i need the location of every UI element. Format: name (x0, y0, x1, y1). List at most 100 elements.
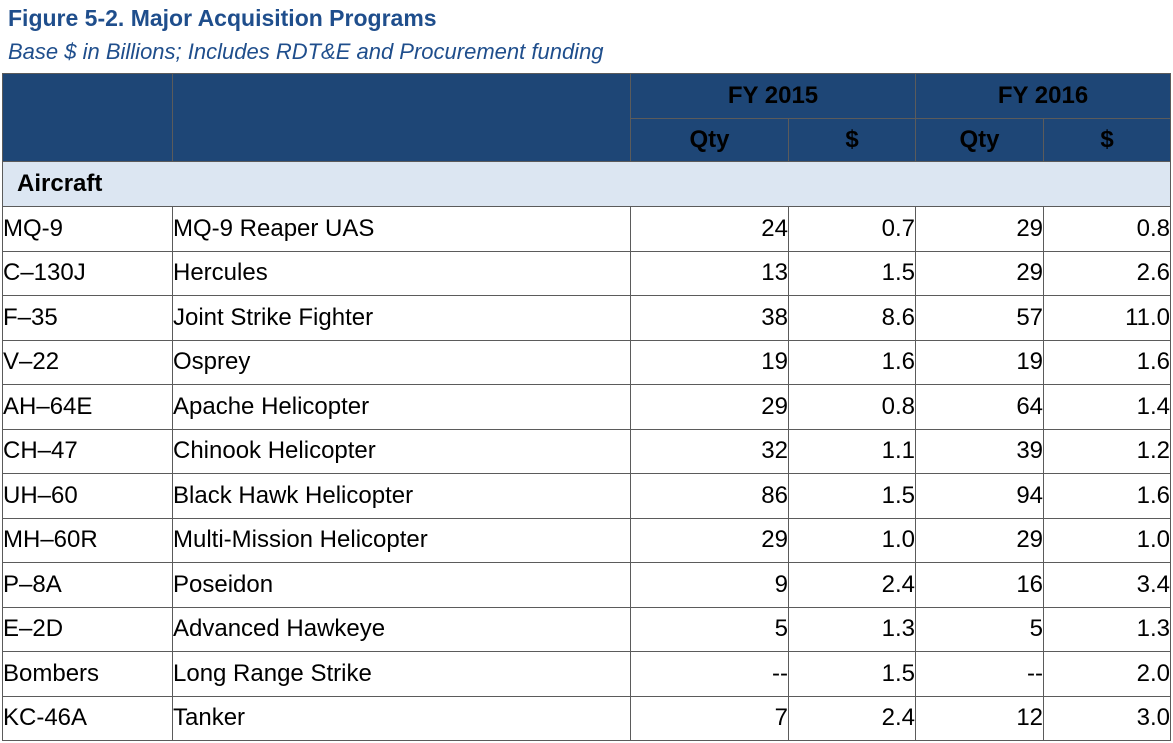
cell-fy2016-qty: -- (915, 651, 1045, 697)
table-row: F–35 Joint Strike Fighter 38 8.6 57 11.0 (2, 295, 1172, 341)
cell-program-name: Osprey (172, 339, 631, 385)
cell-code: KC-46A (2, 695, 173, 741)
cell-program-name: Advanced Hawkeye (172, 606, 631, 652)
table-row: CH–47 Chinook Helicopter 32 1.1 39 1.2 (2, 428, 1172, 474)
header-fy2016-usd: $ (1043, 118, 1172, 162)
cell-fy2015-qty: 29 (630, 384, 789, 430)
table-row: E–2D Advanced Hawkeye 5 1.3 5 1.3 (2, 606, 1172, 652)
table-row: P–8A Poseidon 9 2.4 16 3.4 (2, 562, 1172, 608)
header-row-years: FY 2015 FY 2016 (2, 73, 1172, 162)
cell-fy2015-usd: 8.6 (787, 295, 917, 341)
cell-fy2015-usd: 2.4 (787, 562, 917, 608)
figure-subtitle: Base $ in Billions; Includes RDT&E and P… (8, 39, 604, 64)
header-blank-code (2, 73, 173, 162)
table-row: C–130J Hercules 13 1.5 29 2.6 (2, 250, 1172, 296)
table-row: V–22 Osprey 19 1.6 19 1.6 (2, 339, 1172, 385)
header-row-subcolumns: Qty $ Qty $ (3, 118, 1172, 162)
cell-fy2015-usd: 1.3 (787, 606, 917, 652)
cell-fy2015-usd: 1.6 (787, 339, 917, 385)
header-fy2016-qty: Qty (915, 118, 1045, 162)
cell-fy2015-qty: 32 (630, 428, 789, 474)
cell-fy2015-usd: 0.8 (787, 384, 917, 430)
cell-fy2016-usd: 1.0 (1043, 517, 1172, 563)
figure-title: Figure 5-2. Major Acquisition Programs (8, 5, 437, 31)
cell-fy2016-qty: 57 (915, 295, 1045, 341)
cell-fy2016-usd: 1.6 (1043, 473, 1172, 519)
cell-program-name: Chinook Helicopter (172, 428, 631, 474)
section-label: Aircraft (1, 161, 1172, 207)
cell-fy2016-usd: 3.0 (1043, 695, 1172, 741)
cell-fy2016-qty: 64 (915, 384, 1045, 430)
cell-fy2015-usd: 1.5 (787, 473, 917, 519)
cell-fy2016-usd: 2.6 (1043, 250, 1172, 296)
cell-fy2015-qty: 38 (630, 295, 789, 341)
cell-fy2016-usd: 3.4 (1043, 562, 1172, 608)
header-fy2015-usd: $ (787, 118, 917, 162)
cell-fy2016-usd: 11.0 (1043, 295, 1172, 341)
cell-fy2015-qty: 5 (630, 606, 789, 652)
cell-code: MQ-9 (2, 206, 173, 252)
cell-code: CH–47 (2, 428, 173, 474)
cell-program-name: Multi-Mission Helicopter (172, 517, 631, 563)
cell-program-name: Joint Strike Fighter (172, 295, 631, 341)
cell-fy2016-usd: 0.8 (1043, 206, 1172, 252)
table-row: KC-46A Tanker 7 2.4 12 3.0 (2, 695, 1172, 741)
cell-fy2015-usd: 1.0 (787, 517, 917, 563)
table-row: UH–60 Black Hawk Helicopter 86 1.5 94 1.6 (2, 473, 1172, 519)
cell-fy2016-qty: 29 (915, 517, 1045, 563)
cell-program-name: MQ-9 Reaper UAS (172, 206, 631, 252)
cell-fy2015-usd: 0.7 (787, 206, 917, 252)
cell-fy2015-usd: 2.4 (787, 695, 917, 741)
cell-code: MH–60R (2, 517, 173, 563)
cell-fy2016-qty: 29 (915, 250, 1045, 296)
header-fy2015-qty: Qty (630, 118, 789, 162)
table-row: MH–60R Multi-Mission Helicopter 29 1.0 29 1.0 (2, 517, 1172, 563)
cell-program-name: Apache Helicopter (172, 384, 631, 430)
cell-program-name: Black Hawk Helicopter (172, 473, 631, 519)
cell-fy2015-qty: 29 (630, 517, 789, 563)
table-row: AH–64E Apache Helicopter 29 0.8 64 1.4 (2, 384, 1172, 430)
cell-program-name: Long Range Strike (172, 651, 631, 697)
cell-code: F–35 (2, 295, 173, 341)
cell-fy2016-usd: 1.6 (1043, 339, 1172, 385)
header-blank-name (172, 73, 631, 162)
cell-fy2016-qty: 29 (915, 206, 1045, 252)
cell-fy2016-qty: 19 (915, 339, 1045, 385)
acquisition-table: FY 2015 FY 2016 Qty $ Qty $ Aircraft MQ-… (1, 73, 1172, 741)
cell-code: UH–60 (2, 473, 173, 519)
cell-program-name: Hercules (172, 250, 631, 296)
cell-fy2015-qty: 9 (630, 562, 789, 608)
cell-fy2016-usd: 1.2 (1043, 428, 1172, 474)
cell-fy2015-usd: 1.5 (787, 651, 917, 697)
cell-fy2015-qty: 86 (630, 473, 789, 519)
cell-fy2016-qty: 5 (915, 606, 1045, 652)
cell-fy2016-usd: 1.3 (1043, 606, 1172, 652)
header-fy2016: FY 2016 (915, 73, 1172, 119)
cell-fy2016-usd: 2.0 (1043, 651, 1172, 697)
cell-fy2015-usd: 1.1 (787, 428, 917, 474)
table-row: Bombers Long Range Strike -- 1.5 -- 2.0 (2, 651, 1172, 697)
cell-fy2016-qty: 16 (915, 562, 1045, 608)
table-row: MQ-9 MQ-9 Reaper UAS 24 0.7 29 0.8 (2, 206, 1172, 252)
cell-fy2016-qty: 39 (915, 428, 1045, 474)
table-body: Aircraft MQ-9 MQ-9 Reaper UAS 24 0.7 29 0.8 C–… (1, 161, 1172, 741)
cell-fy2015-qty: 19 (630, 339, 789, 385)
cell-fy2015-usd: 1.5 (787, 250, 917, 296)
cell-fy2015-qty: 13 (630, 250, 789, 296)
cell-fy2016-qty: 94 (915, 473, 1045, 519)
cell-fy2015-qty: 24 (630, 206, 789, 252)
cell-code: E–2D (2, 606, 173, 652)
cell-fy2016-qty: 12 (915, 695, 1045, 741)
cell-fy2015-qty: -- (630, 651, 789, 697)
cell-code: P–8A (2, 562, 173, 608)
cell-code: AH–64E (2, 384, 173, 430)
cell-code: C–130J (2, 250, 173, 296)
cell-code: V–22 (2, 339, 173, 385)
cell-code: Bombers (2, 651, 173, 697)
cell-program-name: Tanker (172, 695, 631, 741)
header-fy2015: FY 2015 (629, 73, 917, 119)
cell-fy2015-qty: 7 (630, 695, 789, 741)
cell-program-name: Poseidon (172, 562, 631, 608)
section-row-aircraft: Aircraft (1, 161, 1172, 207)
cell-fy2016-usd: 1.4 (1043, 384, 1172, 430)
